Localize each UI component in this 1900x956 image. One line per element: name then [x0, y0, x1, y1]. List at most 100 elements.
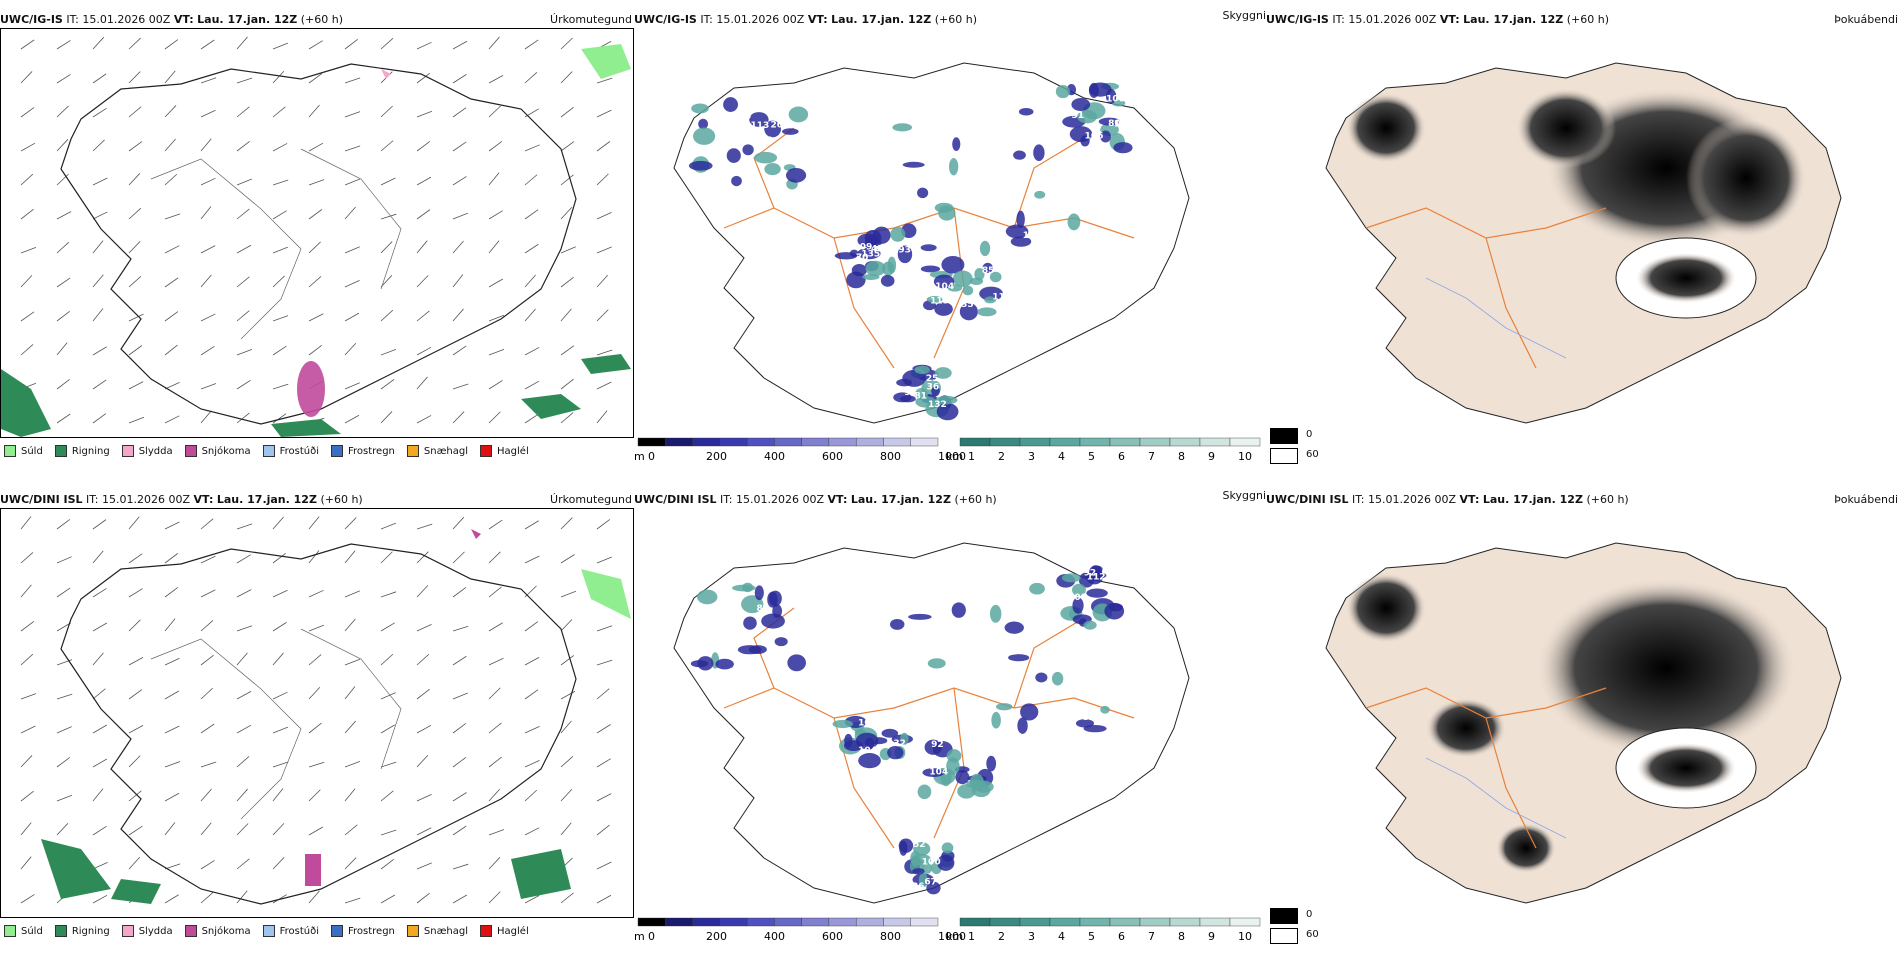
low-visibility-area	[693, 127, 716, 145]
wind-barb	[488, 756, 502, 768]
wind-barb	[560, 517, 573, 530]
visibility-value-label: 45	[871, 245, 884, 255]
legend-item: Haglél	[480, 445, 529, 457]
scale-bin	[692, 437, 721, 447]
wind-barb	[272, 788, 284, 802]
wind-barb	[560, 378, 574, 390]
low-visibility-area	[957, 784, 976, 799]
wind-barb	[416, 346, 432, 356]
wind-barb	[416, 73, 430, 84]
wind-barb	[524, 347, 540, 356]
model-name: UWC/DINI ISL	[1266, 493, 1349, 506]
low-visibility-area	[896, 378, 912, 387]
scale-tick-label: 5	[1088, 450, 1095, 463]
wind-barb	[272, 552, 286, 564]
wind-barb	[524, 689, 539, 700]
model-name: UWC/IG-IS	[1266, 13, 1329, 26]
it-value: 15.01.2026 00Z	[102, 493, 191, 506]
scale-tick-label: 600	[822, 450, 843, 463]
low-visibility-area	[927, 658, 946, 669]
lead-time: (+60 h)	[320, 493, 363, 506]
low-visibility-area	[1061, 573, 1081, 583]
fog-legend-low: 0	[1306, 429, 1313, 440]
wind-barb	[20, 653, 34, 666]
wind-barb	[236, 589, 252, 598]
wind-barb	[200, 518, 214, 530]
wind-barb	[56, 74, 71, 84]
wind-barb	[596, 519, 611, 530]
low-visibility-area	[920, 265, 941, 273]
wind-barb	[164, 344, 178, 356]
wind-barb	[236, 379, 251, 390]
scale-bin	[1199, 917, 1231, 927]
scale-bin	[959, 917, 991, 927]
visibility-value-label: 93	[898, 245, 911, 255]
low-visibility-area	[764, 120, 782, 138]
wind-barb	[380, 177, 396, 186]
scale-bin	[1199, 437, 1231, 447]
wind-barb	[416, 862, 432, 870]
visibility-value-label: 104	[935, 282, 954, 292]
wind-barb	[20, 856, 32, 870]
wind-barb	[56, 378, 70, 390]
low-visibility-area	[1034, 190, 1046, 199]
wind-barb	[308, 687, 321, 700]
wind-barb	[452, 345, 467, 356]
wind-barb	[92, 588, 107, 598]
wind-barb	[416, 209, 431, 220]
wind-barb	[272, 691, 288, 700]
wind-barb	[344, 761, 361, 768]
legend-item: Frostregn	[331, 445, 395, 457]
visibility-value-label: 85	[982, 266, 995, 276]
low-visibility-area	[1029, 582, 1045, 595]
legend-label: Súld	[21, 925, 43, 937]
wind-barb	[200, 345, 215, 356]
scale-bin	[1169, 917, 1201, 927]
wind-barb	[416, 523, 433, 530]
wind-barb	[344, 824, 358, 836]
wind-barb	[488, 210, 503, 220]
fog-legend-low: 0	[1306, 909, 1313, 920]
visibility-value-label: 73	[766, 631, 779, 641]
legend-item: Frostregn	[331, 925, 395, 937]
wind-barb	[596, 109, 612, 118]
lead-time: (+60 h)	[954, 493, 997, 506]
low-visibility-area	[1004, 621, 1024, 634]
wind-barb	[416, 653, 430, 666]
vt-value: Lau. 17.jan. 12Z	[1482, 493, 1583, 506]
legend-swatch	[54, 445, 67, 457]
wind-barb	[92, 36, 105, 50]
low-visibility-area	[949, 157, 959, 176]
low-visibility-area	[934, 302, 953, 316]
scale-bin	[1049, 437, 1081, 447]
wind-barb	[524, 520, 539, 530]
low-visibility-area	[767, 591, 778, 608]
wind-barb	[308, 40, 323, 50]
low-visibility-area	[1083, 620, 1097, 630]
wind-barb	[380, 275, 393, 288]
low-visibility-area	[974, 267, 985, 281]
wind-barb	[524, 39, 539, 50]
scale-tick-label: 8	[1178, 930, 1185, 943]
wind-barb	[164, 173, 178, 186]
low-visibility-area	[731, 175, 742, 187]
wind-barb	[452, 383, 469, 390]
wind-barb	[20, 693, 37, 700]
wind-barb	[272, 345, 287, 356]
low-visibility-area	[941, 842, 954, 854]
fog-legend-swatch-light	[1270, 448, 1298, 464]
wind-barb	[416, 275, 429, 288]
legend-label: Snæhagl	[423, 925, 469, 937]
wind-barb	[20, 246, 37, 254]
scale-bin	[774, 437, 802, 447]
visibility-value-label: 70	[856, 253, 869, 263]
scale-tick-label: 600	[822, 930, 843, 943]
wind-barb	[128, 856, 141, 870]
wind-barb	[236, 724, 252, 734]
wind-barb	[92, 346, 107, 356]
low-visibility-area	[690, 660, 709, 668]
wind-barb	[380, 241, 393, 254]
scale-unit-km: km	[946, 450, 963, 463]
fog-legend-swatch-dark	[1270, 428, 1298, 444]
legend-item: Súld	[4, 445, 43, 457]
